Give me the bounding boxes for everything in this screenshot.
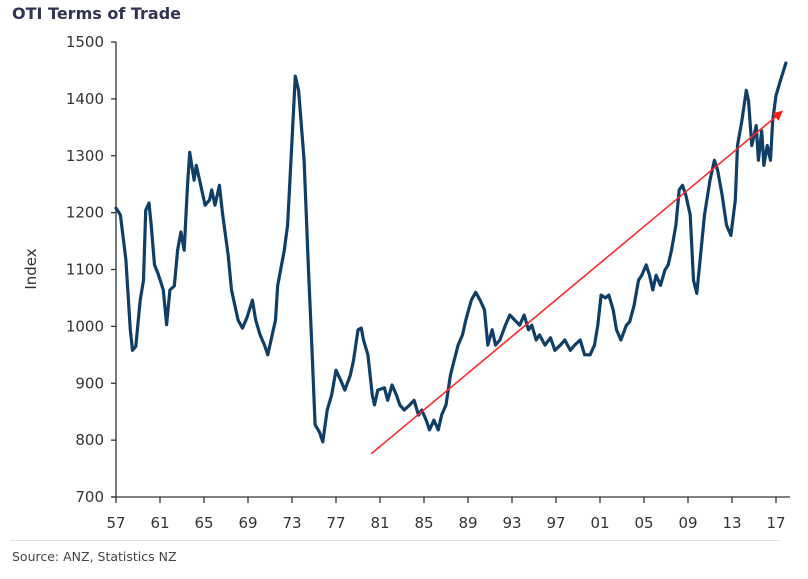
trend-arrow (370, 110, 784, 455)
x-tick-label: 01 (590, 514, 609, 532)
y-tick-label: 1100 (66, 261, 104, 279)
chart-title: OTI Terms of Trade (12, 4, 182, 23)
source-note: Source: ANZ, Statistics NZ (12, 549, 177, 564)
x-tick-label: 81 (370, 514, 389, 532)
x-tick-label: 61 (150, 514, 169, 532)
x-tick-label: 77 (326, 514, 345, 532)
y-tick-label: 800 (75, 431, 104, 449)
footer-divider (10, 540, 780, 541)
series-line-terms-of-trade (114, 61, 788, 444)
x-tick-label: 93 (502, 514, 521, 532)
x-tick-label: 97 (546, 514, 565, 532)
y-ticks: 700 800 900 1000 1100 1200 1300 1400 1500 (66, 33, 116, 506)
x-tick-label: 89 (458, 514, 477, 532)
x-tick-label: 57 (106, 514, 125, 532)
y-tick-label: 1500 (66, 33, 104, 51)
y-tick-label: 1000 (66, 317, 104, 335)
x-tick-label: 09 (678, 514, 697, 532)
y-tick-label: 700 (75, 488, 104, 506)
x-ticks: 57 61 65 69 73 77 81 85 89 93 97 01 05 09 13 17 (106, 497, 786, 532)
x-tick-label: 85 (414, 514, 433, 532)
y-axis-label: Index (22, 248, 40, 289)
y-tick-label: 900 (75, 374, 104, 392)
y-tick-label: 1200 (66, 204, 104, 222)
x-tick-label: 65 (194, 514, 213, 532)
y-tick-label: 1300 (66, 147, 104, 165)
x-tick-label: 17 (766, 514, 785, 532)
x-tick-label: 05 (634, 514, 653, 532)
x-tick-label: 73 (282, 514, 301, 532)
x-tick-label: 13 (722, 514, 741, 532)
x-tick-label: 69 (238, 514, 257, 532)
y-tick-label: 1400 (66, 90, 104, 108)
